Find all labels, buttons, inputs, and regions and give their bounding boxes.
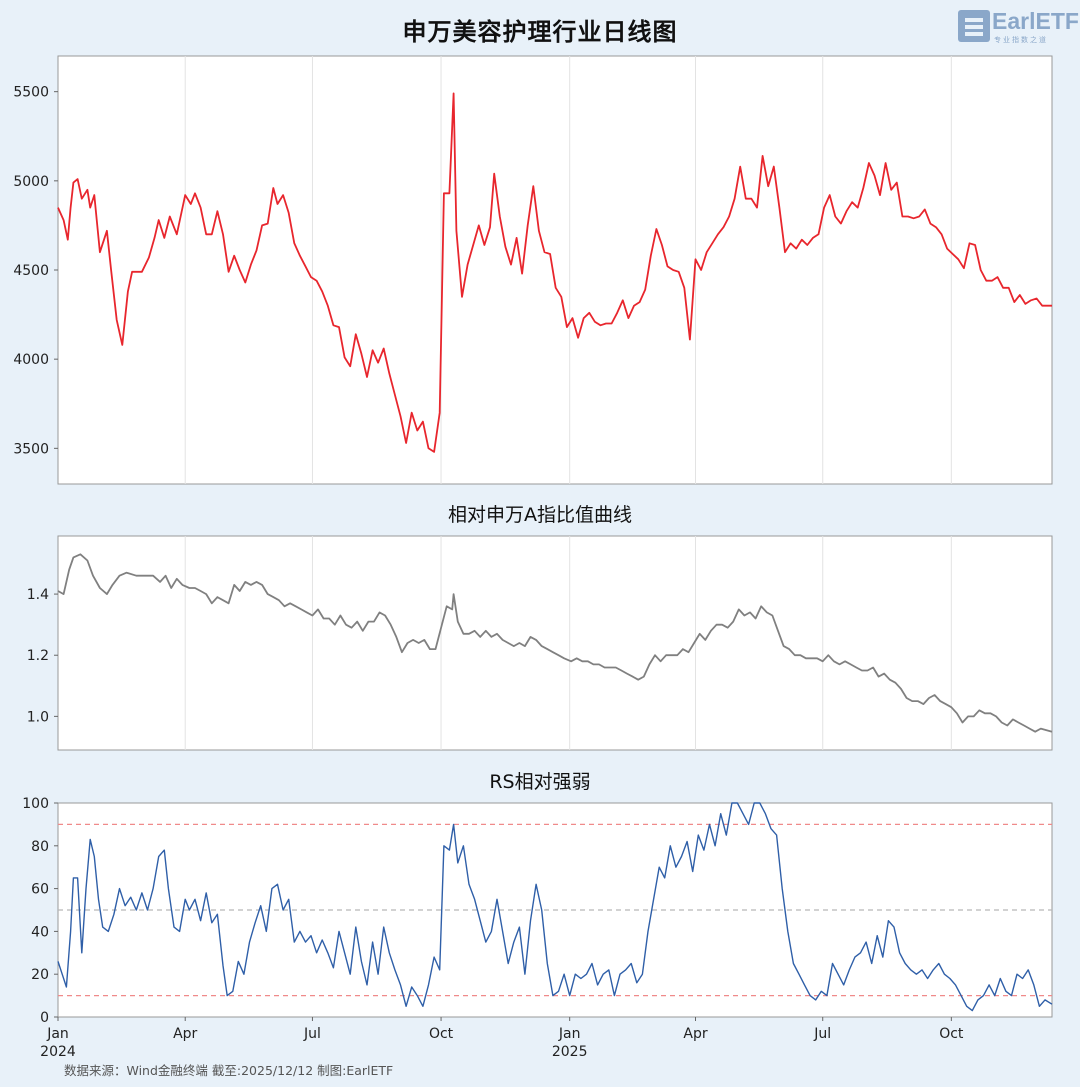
- series-line-1: [57, 92, 1052, 453]
- x-tick-label: Oct: [939, 1026, 964, 1042]
- series-line-3: [57, 802, 1053, 1012]
- y-tick-label: 100: [22, 796, 49, 812]
- series-line-2: [57, 553, 1053, 733]
- y-tick-label: 80: [31, 839, 49, 855]
- x-tick-label: Apr: [173, 1026, 197, 1042]
- y-tick-label: 1.2: [27, 648, 49, 664]
- logo-subtext: 专业指数之道: [994, 36, 1048, 44]
- x-tick-label: Oct: [429, 1026, 454, 1042]
- y-tick-label: 5500: [13, 85, 49, 101]
- chart-title: 申万美容护理行业日线图: [402, 18, 678, 46]
- earletf-logo: EarlETF 专业指数之道: [958, 8, 1079, 46]
- y-tick-label: 3500: [13, 441, 49, 457]
- plot-area-2: [57, 535, 1053, 751]
- rs-chart-title: RS相对强弱: [489, 771, 591, 793]
- logo-icon: [958, 10, 990, 42]
- y-tick-label: 60: [31, 882, 49, 898]
- x-tick-label: Jan: [46, 1026, 69, 1042]
- x-tick-year-label: 2025: [552, 1044, 588, 1060]
- x-tick-label: Apr: [683, 1026, 707, 1042]
- y-tick-label: 40: [31, 924, 49, 940]
- x-tick-year-label: 2024: [40, 1044, 76, 1060]
- x-tick-label: Jul: [813, 1026, 831, 1042]
- y-tick-label: 1.4: [27, 587, 49, 603]
- ratio-chart-title: 相对申万A指比值曲线: [448, 504, 632, 526]
- y-tick-label: 4000: [13, 352, 49, 368]
- y-tick-label: 20: [31, 967, 49, 983]
- logo-text: EarlETF: [992, 8, 1079, 34]
- data-source-note: 数据来源：Wind金融终端 截至:2025/12/12 制图:EarlETF: [64, 1063, 394, 1078]
- y-tick-label: 1.0: [27, 709, 49, 725]
- y-tick-label: 5000: [13, 174, 49, 190]
- y-tick-label: 4500: [13, 263, 49, 279]
- x-tick-label: Jul: [303, 1026, 321, 1042]
- x-tick-label: Jan: [558, 1026, 581, 1042]
- plot-area-1: [57, 55, 1053, 485]
- y-tick-label: 0: [40, 1010, 49, 1026]
